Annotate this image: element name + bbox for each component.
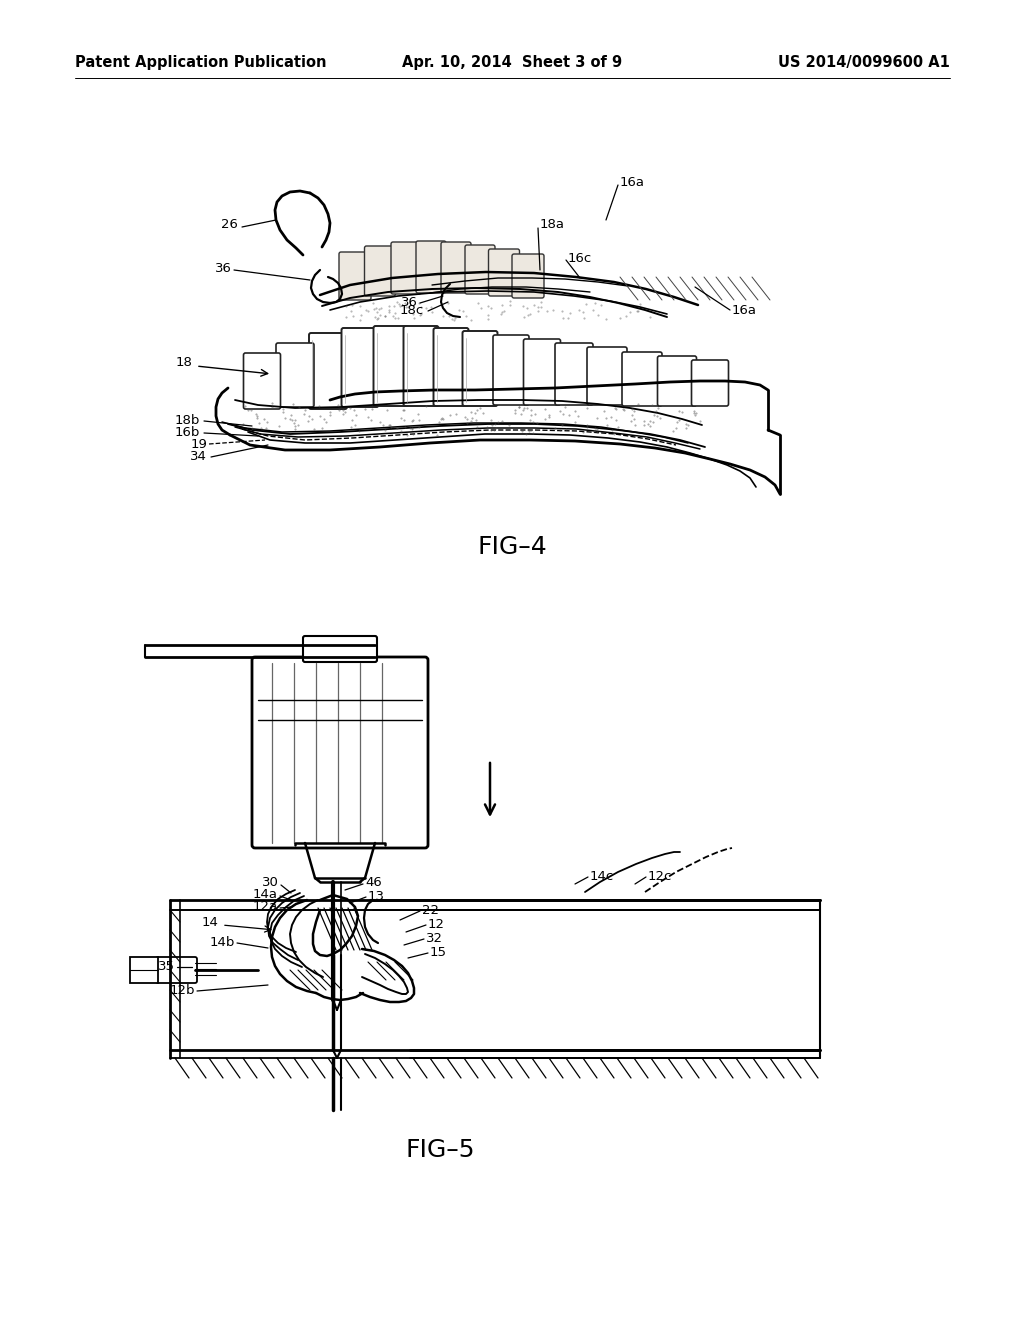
Text: Patent Application Publication: Patent Application Publication bbox=[75, 54, 327, 70]
Text: 12a: 12a bbox=[253, 900, 278, 913]
Text: FIG–5: FIG–5 bbox=[406, 1138, 475, 1162]
FancyBboxPatch shape bbox=[691, 360, 728, 407]
Text: 26: 26 bbox=[221, 219, 238, 231]
Text: 32: 32 bbox=[426, 932, 443, 945]
Text: 35: 35 bbox=[158, 960, 175, 973]
Text: 12: 12 bbox=[428, 917, 445, 931]
FancyBboxPatch shape bbox=[657, 356, 696, 407]
FancyBboxPatch shape bbox=[252, 657, 428, 847]
FancyBboxPatch shape bbox=[365, 246, 395, 296]
Text: 34: 34 bbox=[190, 450, 207, 462]
Text: 12c: 12c bbox=[648, 870, 673, 883]
Text: 18b: 18b bbox=[175, 413, 200, 426]
Text: Apr. 10, 2014  Sheet 3 of 9: Apr. 10, 2014 Sheet 3 of 9 bbox=[402, 54, 622, 70]
FancyBboxPatch shape bbox=[303, 636, 377, 663]
Text: 14c: 14c bbox=[590, 870, 614, 883]
Text: 30: 30 bbox=[262, 876, 279, 890]
FancyBboxPatch shape bbox=[276, 343, 314, 407]
FancyBboxPatch shape bbox=[555, 343, 593, 405]
FancyBboxPatch shape bbox=[244, 352, 281, 409]
Text: 36: 36 bbox=[215, 261, 232, 275]
Text: 16b: 16b bbox=[175, 425, 200, 438]
FancyBboxPatch shape bbox=[512, 253, 544, 298]
FancyBboxPatch shape bbox=[341, 327, 379, 407]
FancyBboxPatch shape bbox=[309, 333, 347, 409]
Text: 14b: 14b bbox=[210, 936, 234, 949]
FancyBboxPatch shape bbox=[416, 242, 446, 293]
FancyBboxPatch shape bbox=[465, 246, 495, 294]
Text: 18c: 18c bbox=[399, 304, 424, 317]
Text: 12b: 12b bbox=[170, 983, 195, 997]
Text: 36: 36 bbox=[401, 296, 418, 309]
FancyBboxPatch shape bbox=[403, 326, 438, 407]
FancyBboxPatch shape bbox=[374, 326, 409, 407]
FancyBboxPatch shape bbox=[441, 242, 471, 293]
Text: US 2014/0099600 A1: US 2014/0099600 A1 bbox=[778, 54, 950, 70]
FancyBboxPatch shape bbox=[523, 339, 560, 405]
FancyBboxPatch shape bbox=[587, 347, 627, 405]
Text: 16c: 16c bbox=[568, 252, 592, 264]
FancyBboxPatch shape bbox=[391, 242, 421, 294]
Text: 18a: 18a bbox=[540, 219, 565, 231]
Text: 16a: 16a bbox=[620, 177, 645, 190]
Text: 14: 14 bbox=[201, 916, 218, 929]
Text: 19: 19 bbox=[190, 437, 207, 450]
FancyBboxPatch shape bbox=[493, 335, 529, 405]
FancyBboxPatch shape bbox=[488, 249, 519, 296]
Text: 46: 46 bbox=[365, 875, 382, 888]
Text: FIG–4: FIG–4 bbox=[477, 535, 547, 558]
Text: 14a: 14a bbox=[253, 888, 278, 902]
FancyBboxPatch shape bbox=[156, 957, 197, 983]
Text: 22: 22 bbox=[422, 903, 439, 916]
FancyBboxPatch shape bbox=[130, 957, 158, 983]
FancyBboxPatch shape bbox=[433, 327, 469, 407]
Text: 16a: 16a bbox=[732, 304, 757, 317]
Text: 18: 18 bbox=[175, 356, 193, 370]
FancyBboxPatch shape bbox=[622, 352, 662, 407]
FancyBboxPatch shape bbox=[339, 252, 371, 300]
Text: 15: 15 bbox=[430, 945, 447, 958]
Text: 13: 13 bbox=[368, 890, 385, 903]
FancyBboxPatch shape bbox=[463, 331, 498, 407]
